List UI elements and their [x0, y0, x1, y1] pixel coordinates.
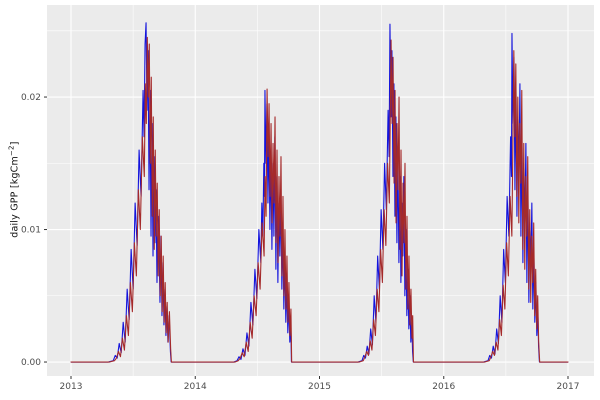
x-tick-label: 2016	[432, 382, 455, 392]
grid-major	[47, 5, 594, 376]
GPP-series-darkred-line	[70, 36, 569, 363]
x-tick-label: 2014	[184, 382, 207, 392]
x-tick-label: 2017	[557, 382, 580, 392]
x-tick-label: 2015	[308, 382, 331, 392]
grid-minor	[47, 5, 594, 376]
x-tick-label: 2013	[60, 382, 83, 392]
y-tick-label: 0.02	[21, 93, 41, 103]
y-tick-label: 0.00	[21, 358, 41, 368]
y-tick-label: 0.01	[21, 226, 41, 236]
axis-ticks	[44, 96, 569, 379]
